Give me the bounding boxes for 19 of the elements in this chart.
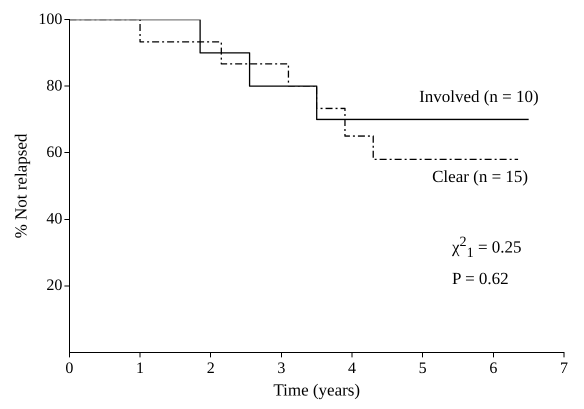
x-axis-title: Time (years) bbox=[273, 380, 360, 400]
x-tick-label: 5 bbox=[418, 360, 427, 378]
series-label: Clear (n = 15) bbox=[432, 167, 528, 188]
x-tick-label: 7 bbox=[560, 360, 568, 378]
y-tick-label: 40 bbox=[46, 210, 62, 228]
y-tick-label: 60 bbox=[46, 144, 62, 161]
y-tick-label: 80 bbox=[46, 77, 62, 94]
x-tick-label: 3 bbox=[277, 360, 286, 378]
series-label: Involved (n = 10) bbox=[419, 87, 539, 108]
y-axis-title: % Not relapsed bbox=[12, 133, 31, 238]
x-tick-label: 1 bbox=[136, 360, 144, 378]
x-tick-label: 4 bbox=[348, 360, 356, 378]
y-tick-label: 20 bbox=[46, 277, 62, 294]
x-tick-label: 0 bbox=[65, 360, 74, 378]
x-tick-label: 6 bbox=[489, 360, 498, 378]
annotation: χ$^{2}$$_{1}$ = 0.25 bbox=[452, 233, 522, 264]
annotation: P = 0.62 bbox=[452, 268, 510, 290]
x-tick-label: 2 bbox=[206, 360, 215, 378]
y-tick-label: 100 bbox=[38, 10, 62, 28]
